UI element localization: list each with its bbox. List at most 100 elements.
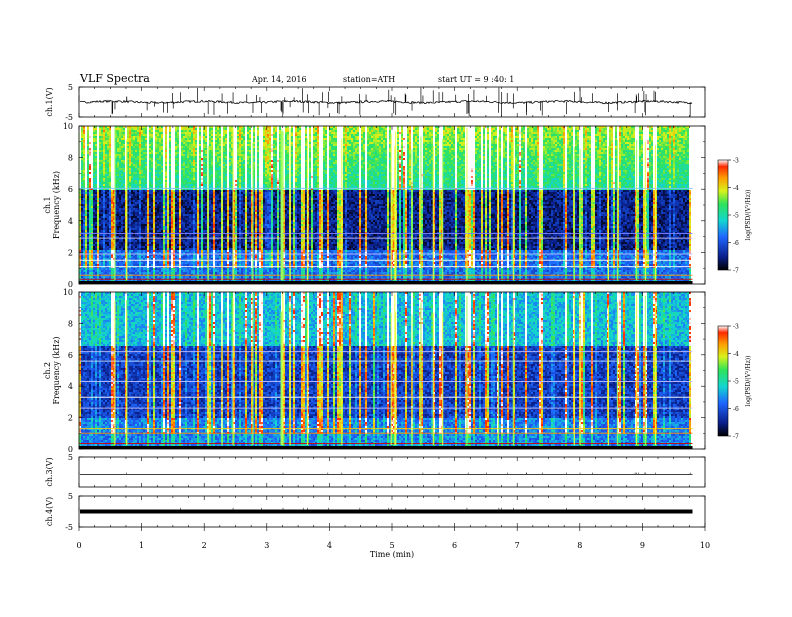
spectrogram-cell	[381, 132, 383, 134]
spectrogram-cell	[241, 132, 243, 134]
spectrogram-cell	[681, 130, 683, 132]
spectrogram-cell	[345, 130, 347, 132]
spectrogram-cell	[153, 128, 155, 130]
spectrogram-cell	[325, 130, 327, 132]
spectrogram-cell	[429, 130, 431, 132]
spectrogram-cell	[551, 128, 553, 130]
start-time-label: start UT = 9 :40: 1	[438, 75, 514, 84]
spectrogram-cell	[475, 128, 477, 130]
spectrogram-cell	[163, 130, 165, 132]
spectrogram-cell	[419, 132, 423, 134]
spectrogram-cell	[109, 130, 111, 132]
spectrogram-cell	[325, 132, 327, 134]
spectrogram-cell	[443, 128, 445, 130]
spectrogram-cell	[509, 128, 511, 130]
spectrogram-cell	[485, 128, 487, 130]
spectrogram-cell	[443, 132, 445, 134]
spectrogram-cell	[299, 130, 301, 132]
spectrogram-cell	[639, 130, 641, 132]
spectrogram-cell	[265, 132, 267, 134]
spectrogram-cell	[89, 132, 93, 134]
spectrogram-cell	[517, 132, 519, 134]
spectrogram-cell	[611, 132, 613, 134]
spectrogram-cell	[431, 128, 433, 130]
spectrogram-cell	[683, 128, 685, 130]
spectrogram-cell	[285, 128, 287, 130]
spectrogram-cell	[451, 130, 453, 132]
spectrogram-cell	[623, 130, 625, 132]
spectrogram-cell	[611, 130, 613, 132]
spectrogram-cell	[411, 130, 413, 132]
spectrogram-cell	[229, 130, 231, 132]
spectrogram-cell	[353, 132, 355, 134]
spectrogram-cell	[307, 130, 309, 132]
spectrogram-cell	[535, 130, 537, 132]
spectrogram-cell	[229, 132, 231, 134]
spectrogram-cell	[523, 132, 525, 134]
spectrogram-cell	[147, 130, 149, 132]
spectrogram-cell	[561, 130, 563, 132]
spectrogram-cell	[485, 132, 487, 134]
spectrogram-cell	[211, 130, 213, 132]
spectrogram-cell	[355, 132, 357, 134]
spectrogram-cell	[375, 132, 377, 134]
spectrogram-cell	[363, 128, 365, 130]
spectrogram-cell	[413, 132, 415, 134]
spectrogram-cell	[225, 132, 227, 134]
spectrogram-cell	[639, 128, 641, 130]
spectrogram-cell	[313, 128, 315, 130]
spectrogram-cell	[271, 128, 273, 130]
spectrogram-cell	[129, 128, 131, 130]
spectrogram-cell	[663, 128, 665, 130]
figure-svg: VLF Spectra Apr. 14, 2016 station=ATH st…	[0, 0, 792, 612]
spectrogram-cell	[353, 128, 355, 130]
spectrogram-cell	[245, 132, 247, 134]
spectrogram-cell	[81, 130, 83, 132]
spectrogram-cell	[101, 128, 103, 130]
spectrogram-cell	[407, 132, 409, 134]
spectrogram-cell	[347, 128, 349, 130]
spectrogram-cell	[323, 128, 325, 130]
spectrogram-cell	[487, 128, 489, 130]
spectrogram-cell	[577, 128, 579, 130]
spectrogram-cell	[309, 132, 311, 134]
spectrogram-cell	[501, 132, 503, 134]
spectrogram-cell	[517, 130, 519, 132]
spectrogram-cell	[461, 130, 463, 132]
spectrogram-cell	[629, 128, 631, 130]
spectrogram-cell	[629, 132, 631, 134]
spectrogram-cell	[529, 128, 531, 130]
spectrogram-cell	[519, 132, 521, 134]
spectrogram-cell	[371, 132, 373, 134]
spectrogram-cell	[489, 130, 491, 132]
spectrogram-cell	[197, 128, 199, 130]
spectrogram-cell	[359, 130, 361, 132]
spectrogram-cell	[601, 130, 603, 132]
spectrogram-cell	[387, 130, 389, 132]
spectrogram-cell	[529, 130, 531, 132]
spectrogram-cell	[475, 130, 477, 132]
spectrogram-cell	[685, 130, 687, 132]
spectrogram-cell	[537, 128, 539, 130]
spectrogram-cell	[551, 130, 553, 132]
spectrogram-cell	[177, 130, 179, 132]
spectrogram-cell	[657, 130, 659, 132]
spectrogram-cell	[419, 130, 423, 132]
spectrogram-cell	[549, 128, 551, 130]
spectrogram-cell	[507, 132, 509, 134]
spectrogram-cell	[189, 130, 191, 132]
spectrogram-cell	[481, 128, 483, 130]
spectrogram-cell	[195, 132, 197, 134]
spectrogram-cell	[249, 128, 251, 130]
spectrogram-cell	[125, 128, 127, 130]
spectrogram-cell	[219, 128, 221, 130]
spectrogram-cell	[627, 130, 629, 132]
spectrogram-cell	[595, 132, 597, 134]
spectrogram-cell	[335, 128, 337, 130]
spectrogram-cell	[87, 128, 89, 130]
spectrogram-cell	[125, 132, 127, 134]
spectrogram-cell	[107, 128, 109, 130]
spectrogram-cell	[463, 130, 465, 132]
spectrogram-cell	[485, 130, 487, 132]
spectrogram-cell	[669, 130, 671, 132]
